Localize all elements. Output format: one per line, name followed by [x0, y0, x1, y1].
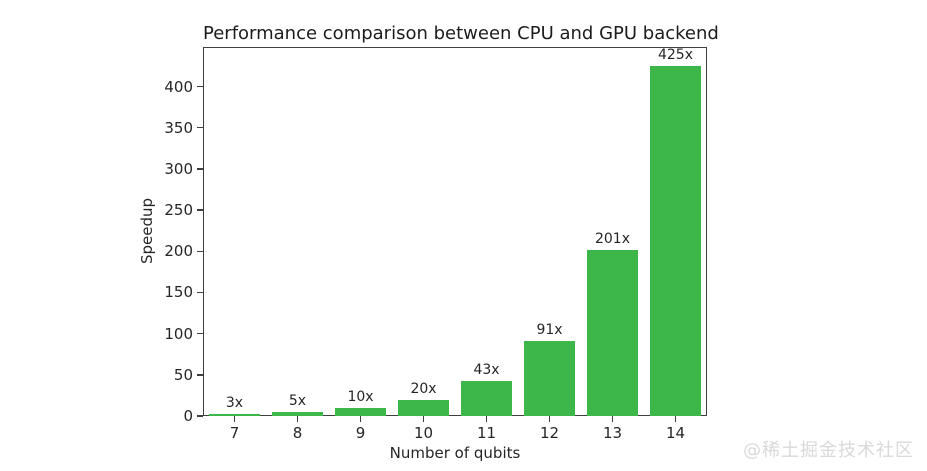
y-tick-mark	[197, 415, 203, 417]
bar-value-label: 43x	[473, 361, 500, 378]
bar-qubits-12	[524, 341, 575, 416]
y-tick-label: 150	[164, 283, 193, 302]
bar-qubits-7	[209, 413, 260, 416]
bar-qubits-14	[650, 65, 701, 416]
y-tick-mark	[197, 168, 203, 170]
y-tick-label: 100	[164, 324, 193, 343]
y-tick-label: 200	[164, 242, 193, 261]
y-axis-label: Speedup	[138, 197, 156, 265]
bar-value-label: 20x	[410, 380, 437, 397]
x-tick-label: 8	[292, 424, 303, 442]
x-tick-mark	[422, 416, 425, 422]
x-tick-label: 10	[413, 424, 434, 442]
chart-title: Performance comparison between CPU and G…	[203, 23, 719, 44]
y-tick-label: 0	[183, 407, 193, 425]
y-tick-mark	[197, 85, 203, 88]
x-tick-mark	[548, 416, 551, 422]
x-tick-mark	[674, 416, 677, 422]
x-tick-mark	[485, 416, 488, 422]
y-tick-mark	[197, 291, 203, 294]
x-tick-label: 9	[355, 424, 366, 442]
x-tick-mark	[233, 416, 236, 422]
bar-value-label: 3x	[225, 394, 244, 411]
bar-value-label: 201x	[594, 231, 630, 248]
y-tick-label: 300	[164, 159, 193, 178]
x-tick-label: 11	[476, 424, 497, 442]
bar-qubits-10	[398, 399, 449, 416]
x-tick-label: 7	[229, 424, 240, 442]
bar-value-label: 10x	[347, 388, 374, 405]
y-tick-label: 250	[164, 201, 193, 220]
bar-qubits-13	[587, 250, 638, 416]
bar-value-label: 91x	[536, 322, 563, 339]
y-tick-label: 400	[164, 77, 193, 96]
y-tick-mark	[197, 332, 203, 335]
x-axis-label: Number of qubits	[389, 444, 521, 462]
bar-qubits-9	[335, 407, 386, 416]
y-tick-label: 350	[164, 118, 193, 137]
bar-value-label: 425x	[657, 46, 693, 63]
bar-value-label: 5x	[288, 392, 307, 409]
watermark: @稀土掘金技术社区	[743, 440, 914, 461]
bar-qubits-11	[461, 380, 512, 416]
x-tick-mark	[359, 416, 362, 422]
x-tick-label: 13	[602, 424, 623, 442]
y-tick-mark	[197, 374, 203, 376]
y-tick-label: 50	[173, 365, 193, 384]
x-tick-mark	[296, 416, 299, 422]
y-tick-mark	[197, 250, 203, 253]
x-tick-mark	[611, 416, 614, 422]
x-tick-label: 12	[539, 424, 560, 442]
y-tick-mark	[197, 209, 203, 211]
y-tick-mark	[197, 126, 203, 129]
x-tick-label: 14	[665, 424, 686, 442]
bar-qubits-8	[272, 411, 323, 416]
